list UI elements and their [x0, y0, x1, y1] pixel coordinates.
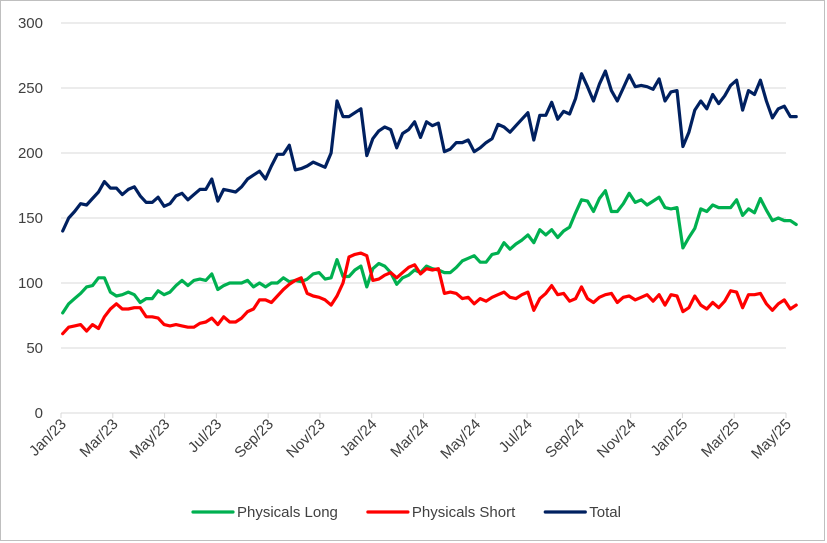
y-tick-label: 150: [18, 210, 43, 227]
legend-label: Physicals Long: [237, 504, 338, 521]
x-tick-label: Jan/25: [647, 416, 691, 460]
series-line-total: [61, 69, 798, 233]
y-tick-label: 0: [35, 405, 43, 422]
x-tick-label: Jul/24: [496, 416, 536, 456]
series-lines: [61, 69, 798, 336]
x-tick-label: Nov/24: [594, 416, 640, 462]
x-tick-label: May/25: [748, 416, 795, 463]
gridlines: [61, 22, 786, 349]
x-tick-label: Nov/23: [283, 416, 329, 462]
x-tick-label: Mar/23: [77, 416, 122, 461]
x-tick-label: Sep/23: [231, 416, 277, 462]
legend: Physicals Long Physicals Short Total: [191, 504, 621, 521]
legend-label: Physicals Short: [412, 504, 516, 521]
series-line-physicals-long: [61, 189, 798, 315]
x-tick-label: Mar/25: [698, 416, 743, 461]
y-tick-label: 100: [18, 275, 43, 292]
x-axis: Jan/23 Mar/23 May/23 Jul/23 Sep/23 Nov/23 Jan/…: [26, 412, 795, 463]
x-tick-label: May/23: [127, 416, 174, 463]
x-tick-label: May/24: [437, 416, 484, 463]
y-tick-label: 200: [18, 145, 43, 162]
y-tick-label: 300: [18, 15, 43, 32]
y-tick-label: 250: [18, 80, 43, 97]
y-axis: 0 50 100 150 200 250 300: [18, 15, 43, 422]
y-tick-label: 50: [26, 340, 43, 357]
x-tick-label: Sep/24: [542, 416, 588, 462]
x-tick-label: Jan/24: [337, 416, 381, 460]
legend-label: Total: [589, 504, 621, 521]
x-tick-label: Mar/24: [387, 416, 432, 461]
x-tick-label: Jan/23: [26, 416, 70, 460]
series-line-physicals-short: [61, 251, 798, 336]
x-tick-label: Jul/23: [185, 416, 225, 456]
